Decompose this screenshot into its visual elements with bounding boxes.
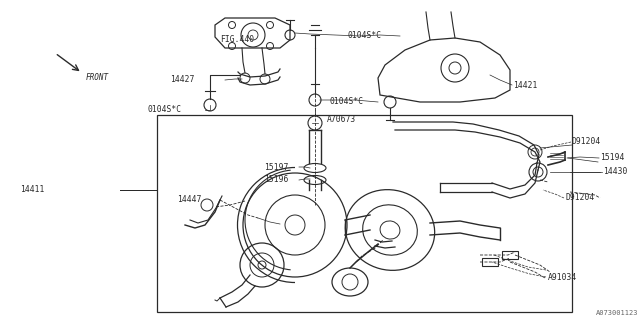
Text: FIG.440: FIG.440 <box>220 36 254 44</box>
Text: A073001123: A073001123 <box>595 310 638 316</box>
Text: 14421: 14421 <box>513 81 538 90</box>
Text: 0104S*C: 0104S*C <box>330 98 364 107</box>
Text: A91034: A91034 <box>548 273 577 282</box>
Text: 15197: 15197 <box>264 163 289 172</box>
Text: D91204: D91204 <box>565 194 595 203</box>
Text: 14430: 14430 <box>603 167 627 177</box>
Text: 14411: 14411 <box>20 186 44 195</box>
Text: 0104S*C: 0104S*C <box>148 106 182 115</box>
Text: 15194: 15194 <box>600 154 625 163</box>
Text: D91204: D91204 <box>572 138 601 147</box>
Text: FRONT: FRONT <box>86 74 109 83</box>
Text: 0104S*C: 0104S*C <box>347 30 381 39</box>
Text: A70673: A70673 <box>327 116 356 124</box>
Text: 14447: 14447 <box>177 196 202 204</box>
Text: 15196: 15196 <box>264 175 289 185</box>
Text: 14427: 14427 <box>170 76 195 84</box>
